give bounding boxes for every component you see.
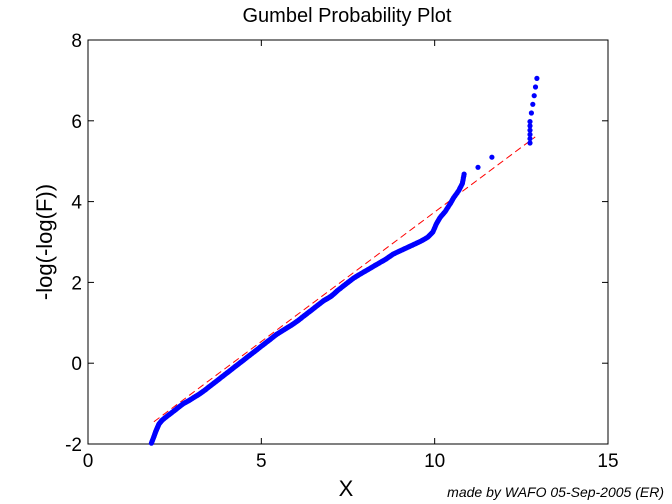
y-tick-label: 2 bbox=[71, 273, 82, 294]
data-point bbox=[527, 131, 533, 138]
data-point bbox=[532, 84, 539, 90]
chart-title: Gumbel Probability Plot bbox=[243, 5, 452, 27]
fit-line bbox=[153, 136, 536, 423]
data-point bbox=[531, 93, 537, 99]
x-tick-label: 15 bbox=[597, 451, 618, 472]
y-tick-label: 6 bbox=[71, 112, 82, 133]
y-tick-label: 8 bbox=[71, 31, 82, 52]
data-point bbox=[527, 127, 533, 133]
y-tick-label: -2 bbox=[65, 435, 82, 456]
data-point bbox=[527, 140, 533, 146]
y-axis-label: -log(-log(F)) bbox=[32, 184, 57, 300]
data-point bbox=[528, 110, 535, 116]
data-point bbox=[489, 154, 495, 160]
data-point bbox=[461, 171, 467, 177]
x-tick-label: 10 bbox=[424, 451, 445, 472]
credit-text: made by WAFO 05-Sep-2005 (ER) bbox=[447, 484, 664, 500]
data-point bbox=[527, 119, 533, 125]
x-axis-label: X bbox=[339, 476, 354, 501]
data-point bbox=[534, 75, 540, 81]
data-point bbox=[527, 123, 533, 129]
data-point bbox=[530, 101, 536, 107]
y-tick-label: 0 bbox=[71, 354, 82, 375]
plot-area bbox=[87, 39, 609, 445]
data-point bbox=[527, 136, 533, 142]
data-point bbox=[475, 164, 481, 170]
x-tick-label: 0 bbox=[83, 451, 94, 472]
data-points bbox=[148, 75, 540, 446]
x-tick-label: 5 bbox=[256, 451, 267, 472]
y-tick-label: 4 bbox=[71, 193, 82, 214]
axis-ticks bbox=[87, 39, 609, 445]
